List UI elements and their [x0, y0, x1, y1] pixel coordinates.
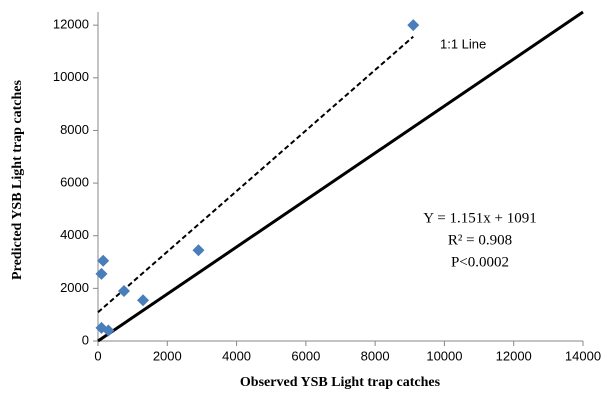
y-axis-label: Predicted YSB Light trap catches [10, 80, 25, 280]
x-tick-label: 14000 [565, 348, 601, 363]
y-tick-label: 10000 [53, 69, 89, 84]
point [102, 324, 115, 337]
x-axis-label: Observed YSB Light trap catches [240, 375, 441, 390]
point [117, 284, 130, 297]
y-tick-label: 2000 [60, 280, 89, 295]
identity-line [97, 10, 584, 343]
trend-line [97, 35, 414, 314]
point [137, 294, 150, 307]
y-tick-label: 6000 [60, 175, 89, 190]
point [407, 19, 420, 32]
x-tick-label: 0 [94, 348, 101, 363]
x-tick-label: 12000 [496, 348, 532, 363]
r-squared: R² = 0.908 [448, 232, 512, 248]
x-tick-label: 8000 [361, 348, 390, 363]
x-tick-label: 6000 [291, 348, 320, 363]
x-tick-label: 10000 [426, 348, 462, 363]
y-tick-label: 0 [82, 332, 89, 347]
point [97, 254, 110, 267]
line-label: 1:1 Line [440, 36, 486, 51]
x-tick-label: 4000 [222, 348, 251, 363]
y-tick-label: 12000 [53, 17, 89, 32]
point [95, 267, 108, 280]
point [192, 244, 205, 257]
p-value: P<0.0002 [451, 254, 509, 270]
y-tick-label: 4000 [60, 227, 89, 242]
equation: Y = 1.151x + 1091 [423, 210, 536, 226]
x-tick-label: 2000 [153, 348, 182, 363]
y-tick-label: 8000 [60, 122, 89, 137]
